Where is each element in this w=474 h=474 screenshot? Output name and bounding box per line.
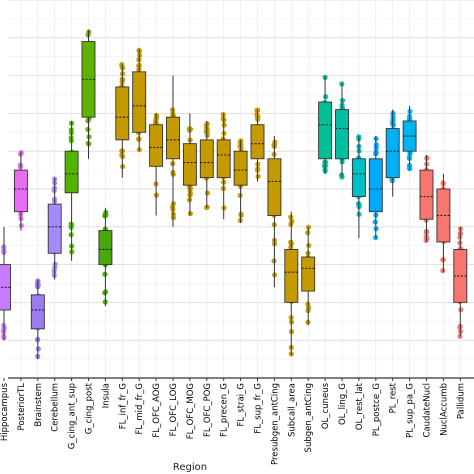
x-tick-label: OL_ling_G	[338, 383, 348, 425]
box	[301, 256, 316, 292]
data-point	[85, 118, 91, 124]
data-point	[52, 261, 58, 267]
x-tick-label: G_cing_ant_sup	[68, 383, 78, 449]
data-point	[119, 148, 125, 154]
x-tick-label: Subcall_area	[287, 383, 297, 437]
data-point	[288, 244, 294, 250]
x-tick-label: PL_postce_G	[372, 383, 382, 436]
x-tick-label: FL_OFC_AOG	[152, 383, 162, 438]
box	[368, 158, 383, 213]
x-tick-label: FL_OFC_POG	[203, 383, 213, 437]
data-point	[18, 222, 25, 229]
data-point	[221, 122, 227, 128]
data-point	[372, 219, 378, 225]
x-tick-label: Brainstem	[34, 383, 44, 427]
x-tick-label: NuclAccumb	[439, 383, 449, 436]
data-point	[220, 116, 226, 122]
box	[30, 294, 45, 330]
data-point	[389, 178, 395, 184]
x-tick-label: Presubgen_antCing	[270, 383, 280, 465]
x-tick-label: FL_sup_fr_G	[254, 383, 264, 434]
x-tick-label: PL_sup_pa_G	[406, 383, 416, 438]
data-point	[187, 126, 194, 132]
box	[115, 86, 130, 141]
x-tick-label: FL_precen_G	[220, 383, 230, 437]
box	[182, 143, 197, 186]
data-point	[204, 190, 210, 196]
box	[47, 203, 62, 254]
x-tick-label: PosteriorTL	[17, 383, 27, 431]
data-point	[86, 134, 92, 140]
x-tick-label: Hippocampus	[0, 382, 10, 441]
boxes	[0, 30, 468, 360]
box	[318, 101, 333, 160]
box	[250, 124, 265, 160]
x-tick-label: CaudateNucl	[423, 383, 433, 437]
data-point	[154, 114, 160, 121]
x-tick-label: Pallidum	[456, 383, 466, 419]
data-point	[85, 126, 91, 132]
box	[335, 109, 349, 160]
data-point	[458, 307, 464, 313]
x-ticks	[3, 378, 461, 381]
x-tick-label: Cerebellum	[51, 383, 61, 432]
box	[233, 150, 248, 186]
box	[385, 128, 400, 179]
x-axis-title: Region	[173, 462, 207, 473]
x-tick-label: Subgen_antCing	[304, 383, 314, 452]
box	[419, 169, 434, 220]
x-tick-label: FL_inf_fr_G	[118, 383, 128, 429]
data-point	[339, 97, 346, 104]
data-point	[288, 214, 294, 220]
box	[64, 150, 79, 194]
data-point	[119, 152, 125, 158]
x-tick-label: OL_cuneus	[321, 382, 331, 429]
data-point	[424, 235, 430, 242]
box	[132, 71, 147, 133]
x-tick-label: PL_rest	[389, 382, 399, 413]
x-tick-label: OL_rest_lat	[355, 382, 365, 430]
box	[267, 158, 282, 216]
data-point	[35, 346, 41, 352]
data-point	[440, 268, 446, 274]
x-tick-label: Insula	[101, 383, 111, 408]
box	[13, 169, 28, 213]
x-tick-label: G_cing_post	[85, 382, 95, 434]
x-tick-label: FL_OFC_LOG	[169, 383, 179, 436]
data-point	[306, 242, 312, 249]
x-tick-label: FL_OFC_MOG	[186, 383, 196, 439]
box	[284, 249, 299, 303]
data-point	[323, 94, 329, 100]
box	[199, 139, 214, 179]
data-point	[238, 212, 244, 219]
box	[149, 124, 164, 167]
x-tick-label: FL_strai_G	[237, 383, 247, 427]
data-point	[255, 173, 261, 179]
data-point	[102, 213, 108, 219]
data-point	[17, 164, 23, 170]
x-tick-labels: Hippocampus PosteriorTL Brainstem Cerebellu…	[0, 382, 466, 465]
box	[351, 158, 366, 198]
box	[98, 230, 113, 266]
box	[166, 116, 180, 160]
box	[216, 139, 231, 179]
x-tick-label: FL_mid_fr_G	[135, 383, 145, 435]
